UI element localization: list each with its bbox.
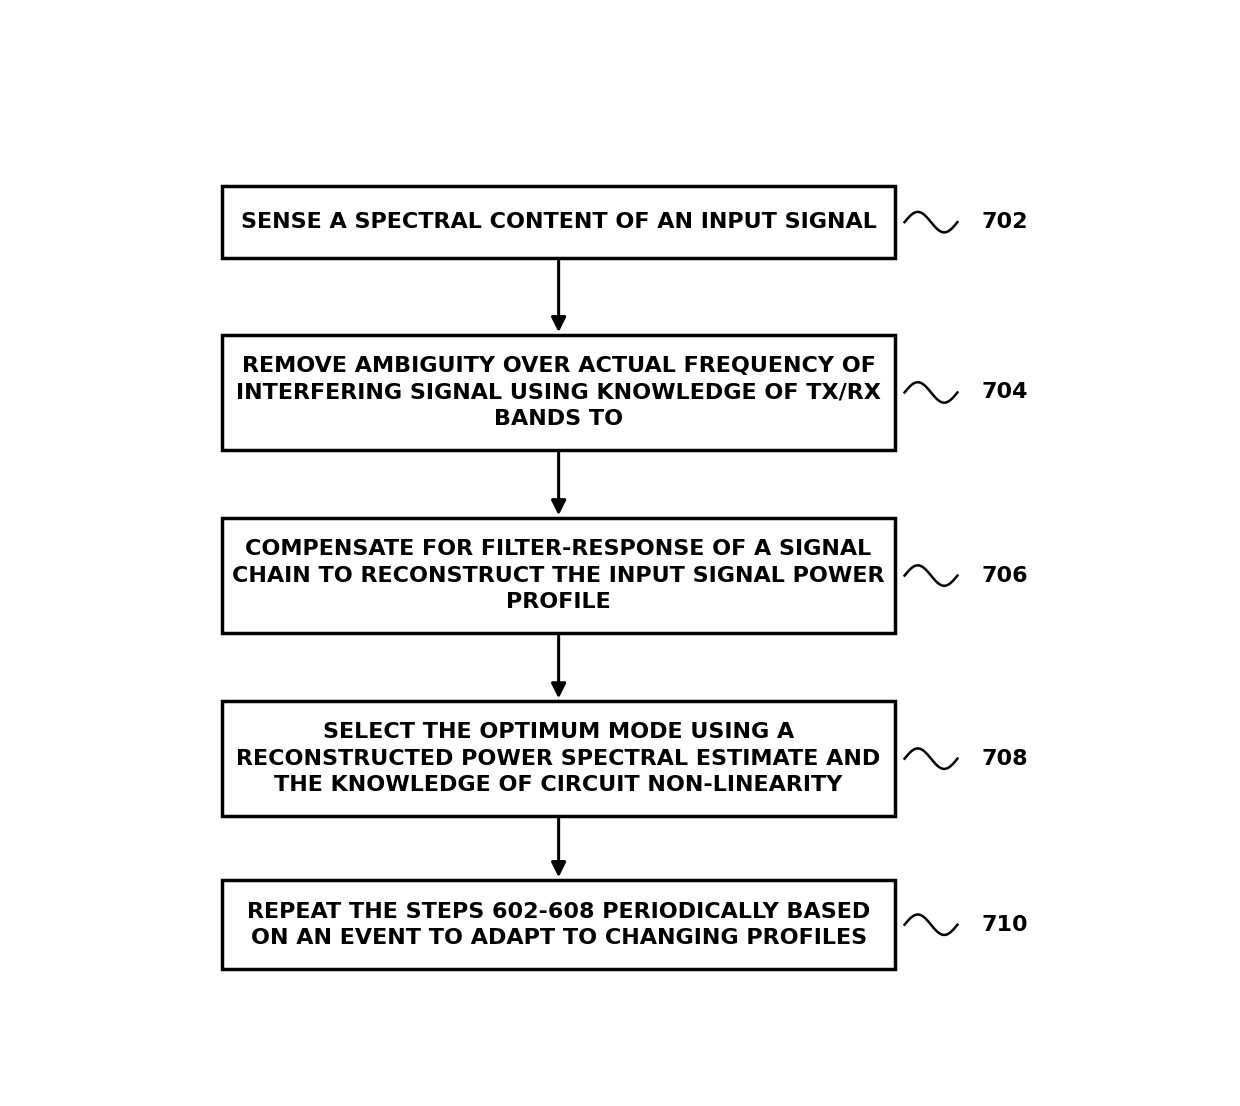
Text: REMOVE AMBIGUITY OVER ACTUAL FREQUENCY OF
INTERFERING SIGNAL USING KNOWLEDGE OF : REMOVE AMBIGUITY OVER ACTUAL FREQUENCY O… (236, 356, 882, 429)
Text: 706: 706 (982, 565, 1028, 585)
FancyBboxPatch shape (222, 880, 895, 970)
FancyBboxPatch shape (222, 518, 895, 633)
Text: COMPENSATE FOR FILTER-RESPONSE OF A SIGNAL
CHAIN TO RECONSTRUCT THE INPUT SIGNAL: COMPENSATE FOR FILTER-RESPONSE OF A SIGN… (232, 539, 885, 612)
Text: 704: 704 (982, 383, 1028, 403)
FancyBboxPatch shape (222, 701, 895, 816)
FancyBboxPatch shape (222, 335, 895, 450)
Text: SENSE A SPECTRAL CONTENT OF AN INPUT SIGNAL: SENSE A SPECTRAL CONTENT OF AN INPUT SIG… (241, 212, 877, 232)
Text: 708: 708 (982, 749, 1028, 769)
FancyBboxPatch shape (222, 186, 895, 259)
Text: 702: 702 (982, 212, 1028, 232)
Text: 710: 710 (982, 915, 1028, 935)
Text: SELECT THE OPTIMUM MODE USING A
RECONSTRUCTED POWER SPECTRAL ESTIMATE AND
THE KN: SELECT THE OPTIMUM MODE USING A RECONSTR… (237, 722, 880, 795)
Text: REPEAT THE STEPS 602-608 PERIODICALLY BASED
ON AN EVENT TO ADAPT TO CHANGING PRO: REPEAT THE STEPS 602-608 PERIODICALLY BA… (247, 901, 870, 948)
